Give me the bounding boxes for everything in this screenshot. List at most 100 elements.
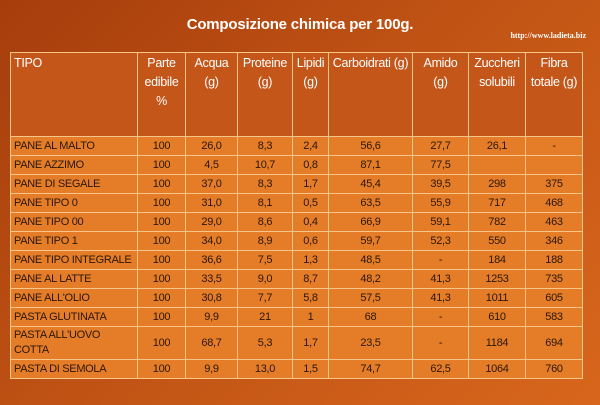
table-cell: - bbox=[412, 326, 469, 360]
table-cell: 68,7 bbox=[185, 326, 238, 360]
table-cell: 52,3 bbox=[412, 231, 469, 251]
row-label: PASTA DI SEMOLA bbox=[10, 359, 138, 379]
table-cell: 74,7 bbox=[328, 359, 413, 379]
row-label: PANE ALL'OLIO bbox=[10, 288, 138, 308]
table-cell: 5,3 bbox=[237, 326, 293, 360]
table-cell: 694 bbox=[525, 326, 583, 360]
table-cell: 23,5 bbox=[328, 326, 413, 360]
table-cell: 100 bbox=[137, 212, 186, 232]
table-row: PANE TIPO 0 100 31,0 8,1 0,5 63,5 55,9 717 468 bbox=[10, 193, 583, 213]
column-header: Acqua (g) bbox=[185, 52, 238, 137]
table-cell: 36,6 bbox=[185, 250, 238, 270]
table-cell: 9,9 bbox=[185, 307, 238, 327]
table-cell: 100 bbox=[137, 231, 186, 251]
table-body: PANE AL MALTO 100 26,0 8,3 2,4 56,6 27,7 26,1- P… bbox=[10, 136, 583, 379]
column-header: Fibra totale (g) bbox=[525, 52, 583, 137]
table-cell: - bbox=[525, 136, 583, 156]
table-cell: 735 bbox=[525, 269, 583, 289]
table-cell: 4,5 bbox=[185, 155, 238, 175]
row-label: PASTA ALL'UOVO COTTA bbox=[10, 326, 138, 360]
table-cell: 100 bbox=[137, 269, 186, 289]
table-cell: 39,5 bbox=[412, 174, 469, 194]
table-cell: 463 bbox=[525, 212, 583, 232]
table-cell: 375 bbox=[525, 174, 583, 194]
table-cell: 550 bbox=[468, 231, 526, 251]
table-row: PANE DI SEGALE 100 37,0 8,3 1,7 45,4 39,5 298 37… bbox=[10, 174, 583, 194]
table-cell: 13,0 bbox=[237, 359, 293, 379]
table-cell: 30,8 bbox=[185, 288, 238, 308]
table-cell: 37,0 bbox=[185, 174, 238, 194]
table-row: PANE TIPO INTEGRALE 100 36,6 7,5 1,3 48,5-184… bbox=[10, 250, 583, 270]
nutrition-table: TIPO Parte edibile % Acqua (g) Proteine (g)… bbox=[10, 52, 583, 379]
table-cell: 9,0 bbox=[237, 269, 293, 289]
table-cell: 0,8 bbox=[292, 155, 329, 175]
table-cell: 0,6 bbox=[292, 231, 329, 251]
table-cell: 45,4 bbox=[328, 174, 413, 194]
table-cell: 87,1 bbox=[328, 155, 413, 175]
table-cell: 77,5 bbox=[412, 155, 469, 175]
table-cell: 1011 bbox=[468, 288, 526, 308]
table-cell bbox=[468, 155, 526, 175]
table-cell: 184 bbox=[468, 250, 526, 270]
table-cell: 100 bbox=[137, 193, 186, 213]
table-row: PANE AL MALTO 100 26,0 8,3 2,4 56,6 27,7 26,1- bbox=[10, 136, 583, 156]
table-cell: 5,8 bbox=[292, 288, 329, 308]
table-cell: 21 bbox=[237, 307, 293, 327]
table-cell: 7,5 bbox=[237, 250, 293, 270]
table-cell: 583 bbox=[525, 307, 583, 327]
table-cell: 59,1 bbox=[412, 212, 469, 232]
table-cell: 9,9 bbox=[185, 359, 238, 379]
table-cell: 0,5 bbox=[292, 193, 329, 213]
table-cell: 100 bbox=[137, 288, 186, 308]
column-header: Amido (g) bbox=[412, 52, 469, 137]
table-cell: 1,5 bbox=[292, 359, 329, 379]
row-label: PANE AL LATTE bbox=[10, 269, 138, 289]
table-cell: 760 bbox=[525, 359, 583, 379]
table-cell: 1184 bbox=[468, 326, 526, 360]
column-header: Lipidi (g) bbox=[292, 52, 329, 137]
table-cell: 188 bbox=[525, 250, 583, 270]
table-cell: 48,5 bbox=[328, 250, 413, 270]
table-cell: 468 bbox=[525, 193, 583, 213]
title: Composizione chimica per 100g. bbox=[186, 16, 414, 33]
row-label: PANE DI SEGALE bbox=[10, 174, 138, 194]
table-cell: 66,9 bbox=[328, 212, 413, 232]
table-cell: 100 bbox=[137, 136, 186, 156]
column-header: Carboidrati (g) bbox=[328, 52, 413, 137]
table-cell: 8,3 bbox=[237, 174, 293, 194]
table-cell: 8,3 bbox=[237, 136, 293, 156]
table-cell: 8,1 bbox=[237, 193, 293, 213]
table-cell: 26,0 bbox=[185, 136, 238, 156]
table-cell: 59,7 bbox=[328, 231, 413, 251]
table-cell: 100 bbox=[137, 326, 186, 360]
table-cell: 63,5 bbox=[328, 193, 413, 213]
row-label: PANE TIPO 0 bbox=[10, 193, 138, 213]
table-cell: 27,7 bbox=[412, 136, 469, 156]
row-label: PANE AL MALTO bbox=[10, 136, 138, 156]
table-cell bbox=[525, 155, 583, 175]
table-row: PASTA ALL'UOVO COTTA 100 68,7 5,3 1,7 23,5-11… bbox=[10, 326, 583, 360]
table-cell: - bbox=[412, 307, 469, 327]
table-row: PANE AZZIMO 100 4,5 10,7 0,8 87,1 77,5 bbox=[10, 155, 583, 175]
column-header: Parte edibile % bbox=[137, 52, 186, 137]
column-header: TIPO bbox=[10, 52, 138, 137]
row-label: PANE TIPO 1 bbox=[10, 231, 138, 251]
table-cell: 26,1 bbox=[468, 136, 526, 156]
table-cell: 100 bbox=[137, 174, 186, 194]
column-header: Proteine (g) bbox=[237, 52, 293, 137]
table-row: PANE ALL'OLIO 100 30,8 7,7 5,8 57,5 41,3 1011 60… bbox=[10, 288, 583, 308]
table-cell: - bbox=[412, 250, 469, 270]
header-row: TIPO Parte edibile % Acqua (g) Proteine (g)… bbox=[10, 52, 583, 137]
table-cell: 298 bbox=[468, 174, 526, 194]
row-label: PANE AZZIMO bbox=[10, 155, 138, 175]
row-label: PANE TIPO INTEGRALE bbox=[10, 250, 138, 270]
table-cell: 1064 bbox=[468, 359, 526, 379]
table-row: PANE TIPO 1 100 34,0 8,9 0,6 59,7 52,3 550 346 bbox=[10, 231, 583, 251]
table-row: PASTA GLUTINATA 100 9,9 21 1 68-610 583 bbox=[10, 307, 583, 327]
table-cell: 62,5 bbox=[412, 359, 469, 379]
table-cell: 1253 bbox=[468, 269, 526, 289]
table-cell: 29,0 bbox=[185, 212, 238, 232]
table-cell: 41,3 bbox=[412, 269, 469, 289]
table-row: PASTA DI SEMOLA 100 9,9 13,0 1,5 74,7 62,5 1064… bbox=[10, 359, 583, 379]
